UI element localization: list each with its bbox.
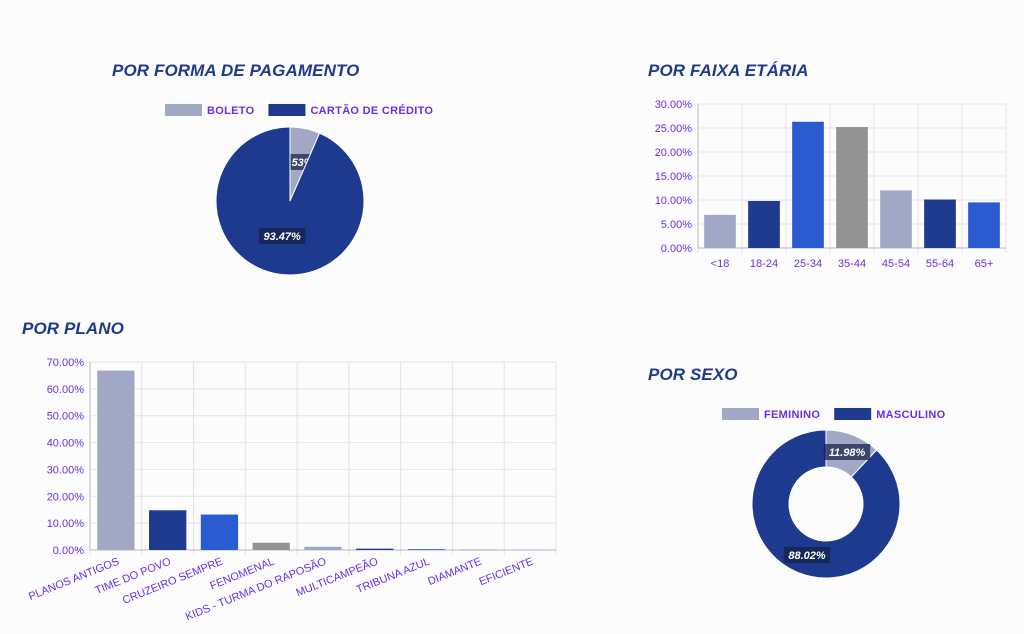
payment-legend-swatch-1[interactable] <box>268 104 306 116</box>
age-xtick-5: 55-64 <box>926 258 954 270</box>
sex-data-label-0: 11.98% <box>829 447 866 459</box>
sex-data-label-1: 88.02% <box>788 550 826 562</box>
plan-bar-1[interactable] <box>149 510 187 550</box>
plan-bar-0[interactable] <box>97 370 135 550</box>
sex-data-label-0-bg <box>823 444 871 460</box>
payment-data-label-1: 93.47% <box>264 231 302 243</box>
payment-data-label-1-bg <box>258 228 306 244</box>
plan-ytick-7: 70.00% <box>47 357 85 369</box>
age-bar-3[interactable] <box>836 127 868 248</box>
age-xtick-4: 45-54 <box>882 258 910 270</box>
age-xtick-0: <18 <box>711 258 730 270</box>
age-bar-0[interactable] <box>704 214 736 248</box>
sex-legend-swatch-0[interactable] <box>722 408 759 420</box>
age-ytick-1: 5.00% <box>661 219 692 231</box>
plan-ytick-1: 10.00% <box>47 518 85 530</box>
sex-slice-1[interactable] <box>751 429 901 579</box>
age-xtick-2: 25-34 <box>794 258 822 270</box>
payment-legend-swatch-0[interactable] <box>165 104 202 116</box>
age-bar-4[interactable] <box>880 190 912 248</box>
sex-legend-label-0: FEMININO <box>764 409 820 421</box>
age-bar-1[interactable] <box>748 200 780 248</box>
payment-legend-label-1: CARTÃO DE CRÉDITO <box>310 104 433 117</box>
plan-ytick-5: 50.00% <box>47 411 85 423</box>
plan-bar-8[interactable] <box>511 549 549 551</box>
plan-bar-2[interactable] <box>200 514 239 550</box>
age-chart-title: POR FAIXA ETÁRIA <box>648 61 809 80</box>
payment-slice-1[interactable] <box>215 126 365 276</box>
plan-chart-title: POR PLANO <box>22 319 124 338</box>
plan-bar-4[interactable] <box>304 546 342 550</box>
age-ytick-0: 0.00% <box>661 243 692 255</box>
age-xtick-6: 65+ <box>975 258 994 270</box>
age-bar-5[interactable] <box>924 199 956 248</box>
plan-bar-5[interactable] <box>356 548 394 550</box>
plan-xtick-8: EFICIENTE <box>477 556 535 589</box>
plan-ytick-0: 0.00% <box>53 545 84 557</box>
plan-xtick-0: PLANOS ANTIGOS <box>27 556 121 603</box>
age-ytick-5: 25.00% <box>655 123 693 135</box>
age-ytick-3: 15.00% <box>655 171 693 183</box>
age-xtick-3: 35-44 <box>838 258 866 270</box>
plan-bar-7[interactable] <box>459 549 497 551</box>
plan-ytick-3: 30.00% <box>47 464 85 476</box>
sex-legend-label-1: MASCULINO <box>876 409 945 421</box>
age-bar-6[interactable] <box>968 202 1000 248</box>
payment-legend-label-0: BOLETO <box>207 105 255 117</box>
plan-ytick-4: 40.00% <box>47 438 85 450</box>
sex-chart-title: POR SEXO <box>648 365 738 384</box>
age-bar-2[interactable] <box>792 121 824 248</box>
plan-ytick-2: 20.00% <box>47 491 85 503</box>
payment-chart-title: POR FORMA DE PAGAMENTO <box>112 61 360 80</box>
sex-legend-swatch-1[interactable] <box>834 408 872 420</box>
age-ytick-6: 30.00% <box>655 99 693 111</box>
age-xtick-1: 18-24 <box>750 258 778 270</box>
plan-bar-3[interactable] <box>252 542 290 550</box>
age-ytick-4: 20.00% <box>655 147 693 159</box>
plan-ytick-6: 60.00% <box>47 384 85 396</box>
age-ytick-2: 10.00% <box>655 195 693 207</box>
plan-bar-6[interactable] <box>407 549 446 550</box>
sex-data-label-1-bg <box>783 547 831 563</box>
plan-xtick-7: DIAMANTE <box>426 556 483 588</box>
